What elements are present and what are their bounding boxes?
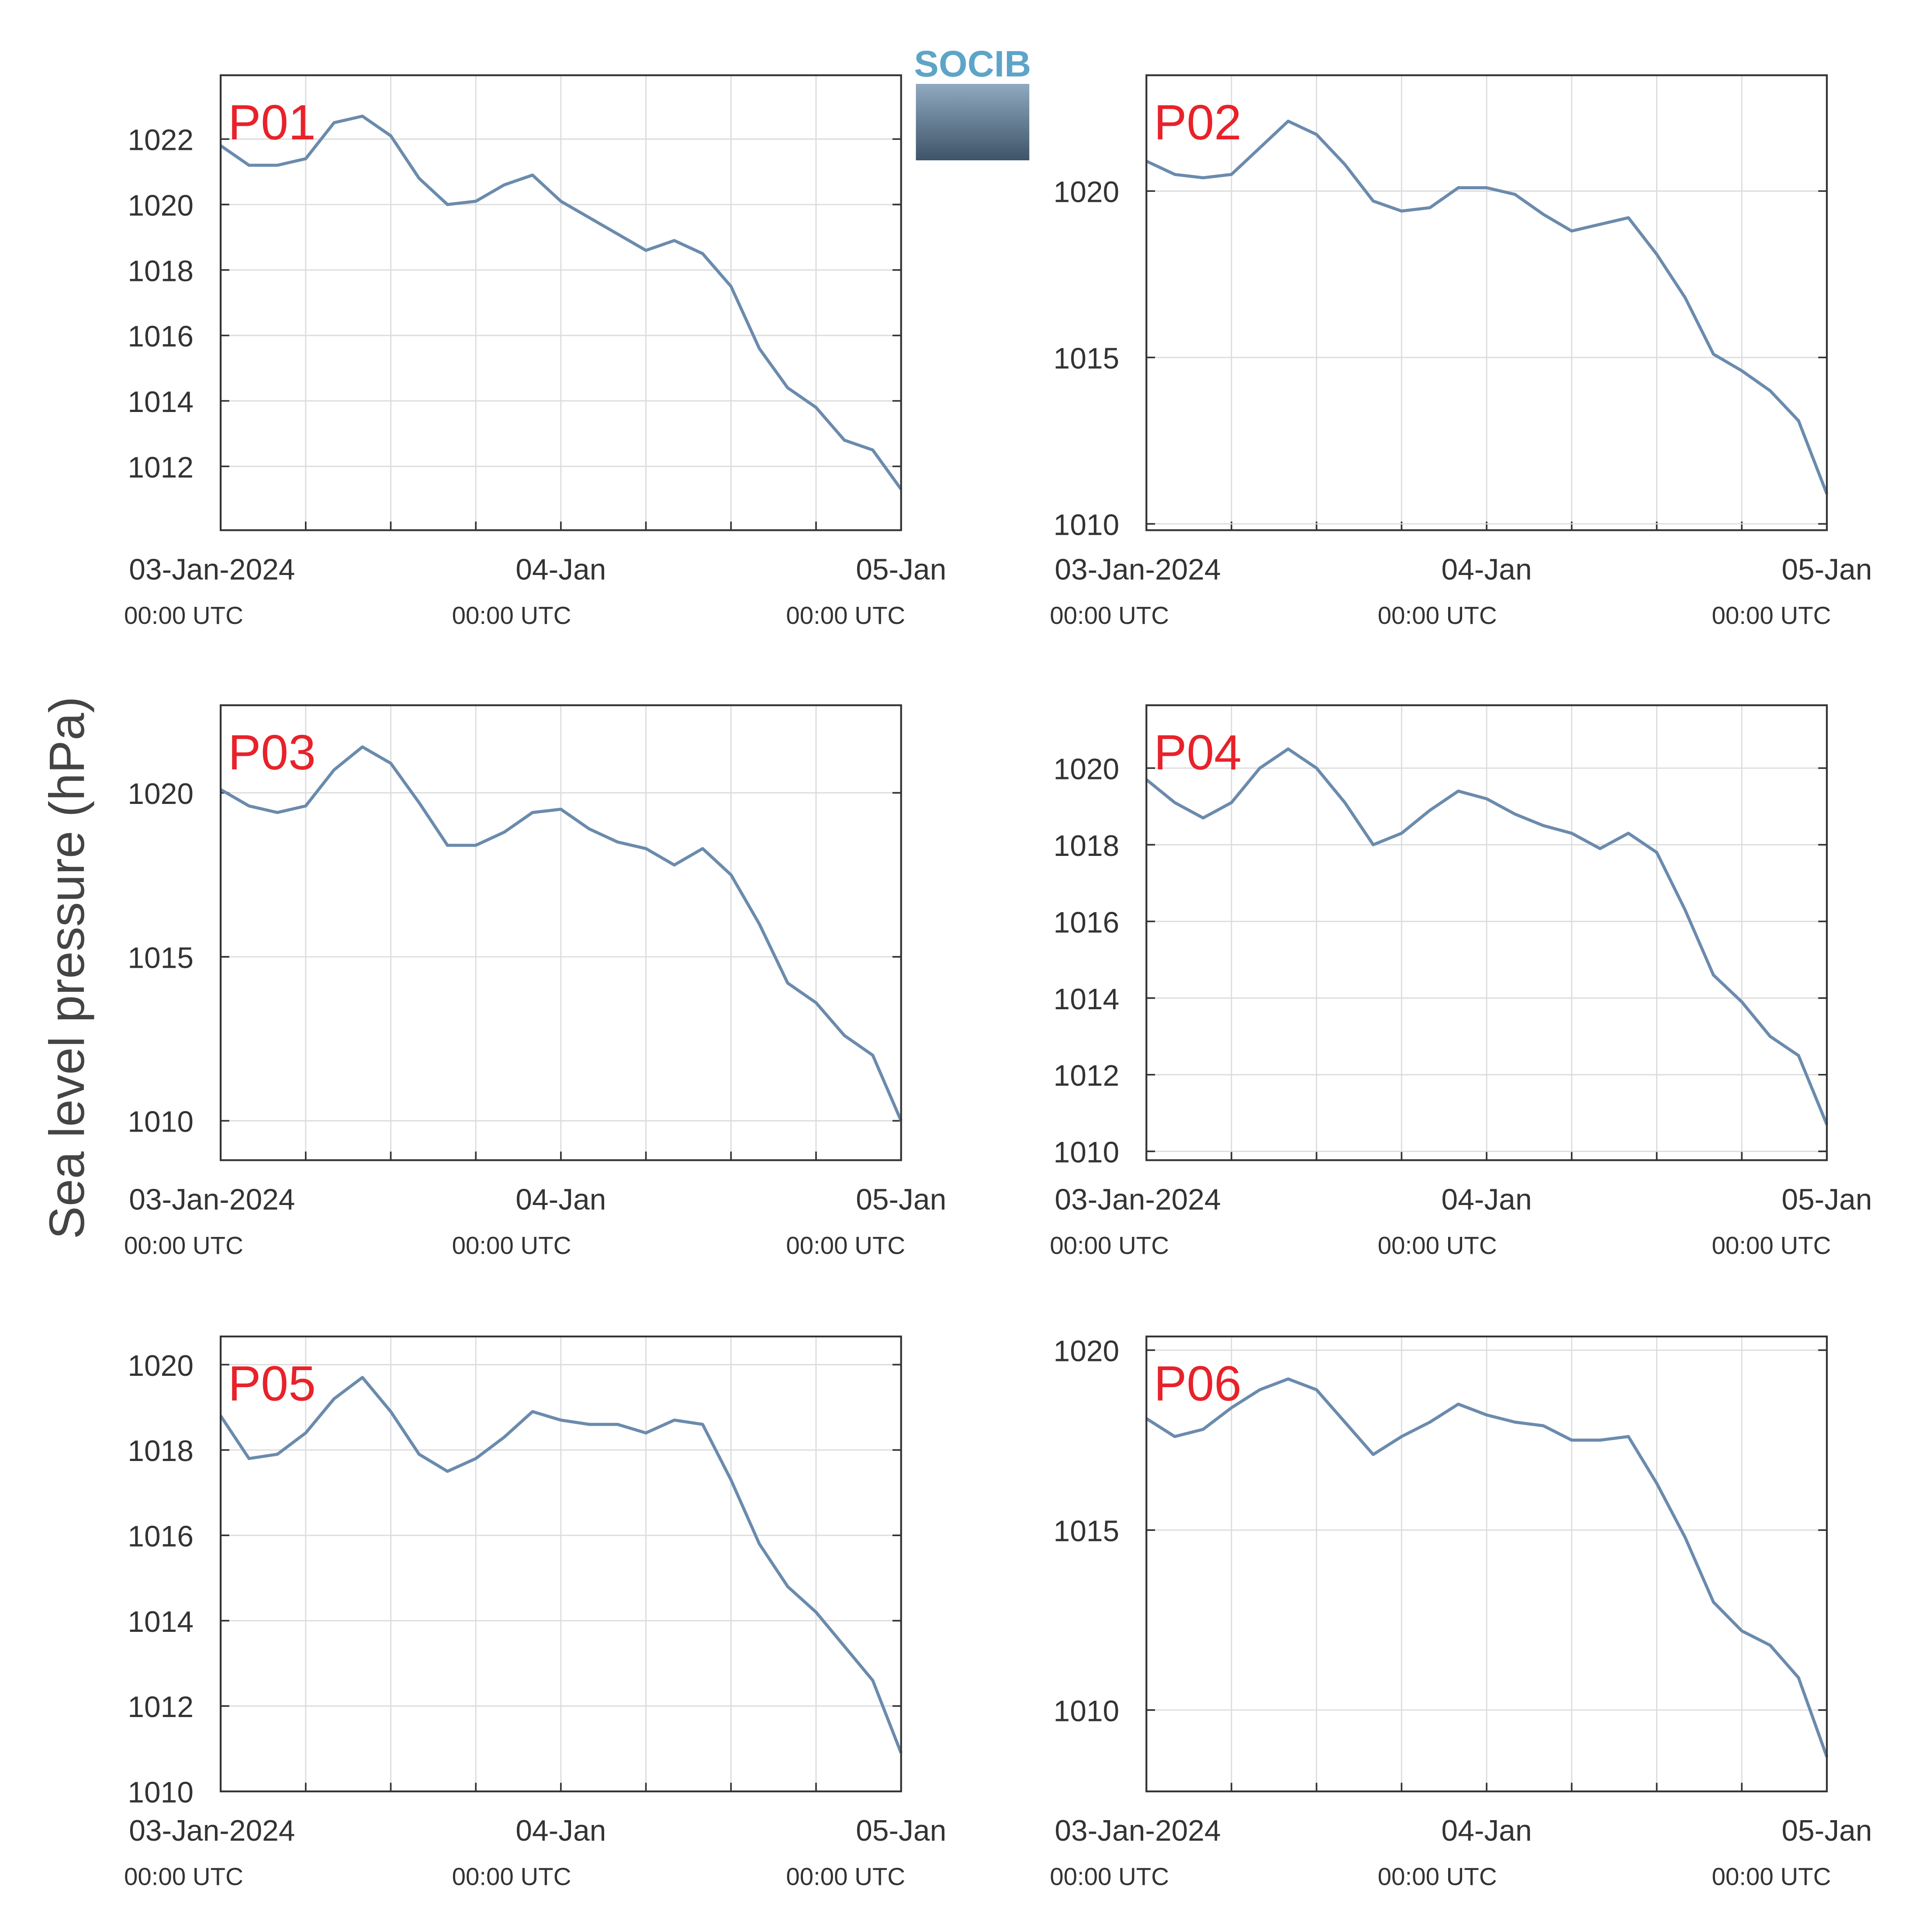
panel: 03-Jan-2024 00:00 UTC 04-Jan 00:00 UTC 05-Ja… — [1050, 74, 1872, 629]
x-tick-label: 04-Jan — [1442, 1814, 1532, 1847]
y-tick-label: 1018 — [1054, 830, 1120, 862]
plot-frame — [1145, 74, 1828, 531]
x-tick-sublabel: 00:00 UTC — [124, 602, 243, 629]
y-tick-label: 1010 — [1054, 509, 1120, 541]
x-tick-sublabel: 00:00 UTC — [1378, 1232, 1497, 1259]
x-tick-label: 05-Jan — [856, 1183, 946, 1216]
x-tick-label: 05-Jan — [1781, 1183, 1872, 1216]
data-line — [219, 1376, 903, 1754]
x-tick-label: 04-Jan — [515, 1183, 606, 1216]
x-tick-sublabel: 00:00 UTC — [1050, 1863, 1169, 1890]
y-tick-label: 1016 — [128, 1520, 194, 1553]
x-tick-label: 03-Jan-2024 — [1055, 553, 1221, 586]
x-tick-label: 04-Jan — [515, 553, 606, 586]
x-tick-sublabel: 00:00 UTC — [786, 1863, 905, 1890]
plot-frame — [219, 1335, 902, 1793]
panel: 03-Jan-2024 00:00 UTC 04-Jan 00:00 UTC 05-Ja… — [124, 74, 946, 629]
x-tick-sublabel: 00:00 UTC — [786, 1232, 905, 1259]
panel-title: P03 — [228, 725, 316, 780]
y-tick-label: 1010 — [1054, 1136, 1120, 1169]
logo-block — [916, 84, 1030, 160]
y-tick-label: 1020 — [1054, 1335, 1120, 1368]
x-tick-sublabel: 00:00 UTC — [1378, 1863, 1497, 1890]
y-tick-label: 1018 — [128, 1435, 194, 1468]
logo: SOCIB — [914, 43, 1031, 160]
y-tick-label: 1012 — [1054, 1059, 1120, 1092]
y-tick-label: 1014 — [1054, 983, 1120, 1016]
y-tick-label: 1015 — [128, 942, 194, 974]
x-tick-sublabel: 00:00 UTC — [452, 602, 571, 629]
y-tick-label: 1016 — [128, 320, 194, 353]
x-tick-sublabel: 00:00 UTC — [786, 602, 905, 629]
y-tick-label: 1012 — [128, 1691, 194, 1724]
panel-title: P04 — [1154, 725, 1242, 780]
x-tick-label: 03-Jan-2024 — [129, 553, 295, 586]
panel-title: P06 — [1154, 1356, 1242, 1411]
y-tick-label: 1018 — [128, 255, 194, 287]
panel: 03-Jan-2024 00:00 UTC 04-Jan 00:00 UTC 05-Ja… — [1050, 704, 1872, 1259]
x-tick-label: 04-Jan — [515, 1814, 606, 1847]
y-tick-label: 1010 — [128, 1106, 194, 1139]
x-tick-sublabel: 00:00 UTC — [452, 1863, 571, 1890]
x-tick-label: 05-Jan — [856, 553, 946, 586]
panel-title: P02 — [1154, 95, 1242, 150]
data-line — [220, 114, 903, 490]
x-tick-label: 04-Jan — [1442, 553, 1532, 586]
x-tick-sublabel: 00:00 UTC — [452, 1232, 571, 1259]
x-tick-sublabel: 00:00 UTC — [1378, 602, 1497, 629]
y-tick-label: 1014 — [128, 386, 194, 419]
data-line — [1145, 747, 1829, 1125]
x-tick-sublabel: 00:00 UTC — [124, 1232, 243, 1259]
x-tick-label: 03-Jan-2024 — [1055, 1183, 1221, 1216]
x-tick-label: 03-Jan-2024 — [129, 1183, 295, 1216]
y-tick-label: 1010 — [128, 1776, 194, 1809]
y-tick-label: 1015 — [1054, 1515, 1120, 1548]
panel-title: P05 — [228, 1356, 316, 1411]
x-tick-label: 05-Jan — [856, 1814, 946, 1847]
y-tick-label: 1020 — [1054, 176, 1120, 209]
y-tick-label: 1020 — [1054, 753, 1120, 786]
y-tick-label: 1012 — [128, 451, 194, 484]
y-tick-label: 1015 — [1054, 343, 1120, 375]
y-tick-label: 1020 — [128, 190, 194, 222]
panel: 03-Jan-2024 00:00 UTC 04-Jan 00:00 UTC 05-Ja… — [124, 1335, 946, 1890]
plot-frame — [1145, 1335, 1828, 1793]
plot-frame — [1145, 704, 1828, 1161]
y-axis-label: Sea level pressure (hPa) — [39, 696, 94, 1239]
y-tick-label: 1020 — [128, 778, 194, 810]
y-tick-label: 1022 — [128, 124, 194, 157]
y-tick-label: 1010 — [1054, 1695, 1120, 1728]
x-tick-sublabel: 00:00 UTC — [1050, 1232, 1169, 1259]
x-tick-label: 05-Jan — [1781, 1814, 1872, 1847]
x-tick-sublabel: 00:00 UTC — [1050, 602, 1169, 629]
y-tick-label: 1014 — [128, 1606, 194, 1638]
x-tick-sublabel: 00:00 UTC — [1712, 1232, 1831, 1259]
data-line — [1145, 1377, 1829, 1758]
x-tick-sublabel: 00:00 UTC — [1712, 1863, 1831, 1890]
data-line — [220, 745, 903, 1122]
x-tick-label: 05-Jan — [1781, 553, 1872, 586]
panel-title: P01 — [228, 95, 316, 150]
logo-text: SOCIB — [914, 43, 1031, 84]
x-tick-label: 03-Jan-2024 — [129, 1814, 295, 1847]
plot-frame — [219, 704, 902, 1161]
x-tick-sublabel: 00:00 UTC — [124, 1863, 243, 1890]
x-tick-label: 04-Jan — [1442, 1183, 1532, 1216]
y-tick-label: 1016 — [1054, 906, 1120, 939]
x-tick-label: 03-Jan-2024 — [1055, 1814, 1221, 1847]
data-line — [1145, 119, 1829, 495]
x-tick-sublabel: 00:00 UTC — [1712, 602, 1831, 629]
y-tick-label: 1020 — [128, 1350, 194, 1382]
panel: 03-Jan-2024 00:00 UTC 04-Jan 00:00 UTC 05-Ja… — [1050, 1335, 1872, 1890]
plot-frame — [219, 74, 902, 531]
panel: 03-Jan-2024 00:00 UTC 04-Jan 00:00 UTC 05-Ja… — [124, 704, 946, 1259]
